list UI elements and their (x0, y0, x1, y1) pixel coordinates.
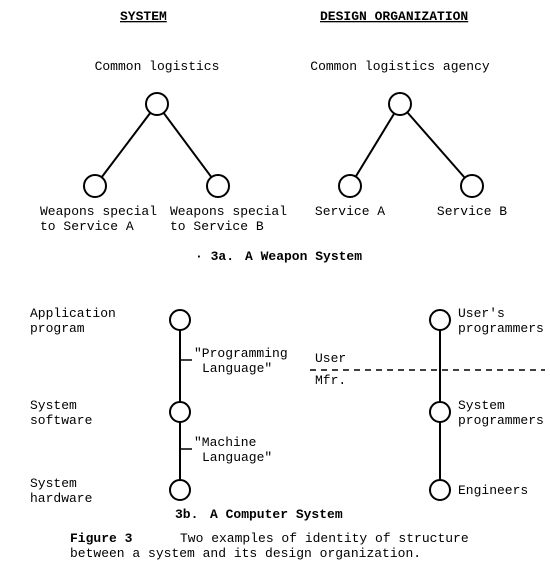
3b-left-edge-upper-l2: Language" (202, 361, 272, 376)
3b-left-bot-node (170, 480, 190, 500)
3b-left-edge-lower-l2: Language" (202, 450, 272, 465)
3b-left-edge-upper-l1: "Programming (194, 346, 288, 361)
3b-left-bot-l1: System (30, 476, 77, 491)
3b-left-mid-l1: System (30, 398, 77, 413)
3a-right-childB-node (461, 175, 483, 197)
3a-right-childA-node (339, 175, 361, 197)
figure-label: Figure 3 (70, 531, 133, 546)
3b-right-top-node (430, 310, 450, 330)
3a-right-top-node (389, 93, 411, 115)
3b-left-mid-l2: software (30, 413, 92, 428)
3a-left-childA-node (84, 175, 106, 197)
header-system: SYSTEM (120, 9, 167, 24)
3a-left-top-node (146, 93, 168, 115)
3b-right-mid-node (430, 402, 450, 422)
3b-divider-above: User (315, 351, 346, 366)
3b-right-top-l1: User's (458, 306, 505, 321)
figure-text-l1: Two examples of identity of structure (180, 531, 469, 546)
3a-right-top-label: Common logistics agency (310, 59, 490, 74)
3a-right-edge-B (407, 112, 464, 177)
3a-left-edge-B (164, 113, 212, 177)
3b-left-bot-l2: hardware (30, 491, 92, 506)
3b-right-mid-l1: System (458, 398, 505, 413)
3a-left-childA-l2: to Service A (40, 219, 134, 234)
3b-right-bot-node (430, 480, 450, 500)
3b-right-top-l2: programmers (458, 321, 544, 336)
3a-right-childA-label: Service A (315, 204, 385, 219)
3a-left-childA-l1: Weapons special (40, 204, 157, 219)
3b-caption-prefix: 3b. (175, 507, 198, 522)
3b-right-bot: Engineers (458, 483, 528, 498)
3b-left-top-node (170, 310, 190, 330)
3b-divider-below: Mfr. (315, 373, 346, 388)
figure-text-l2: between a system and its design organiza… (70, 546, 421, 561)
3a-left-childB-l2: to Service B (170, 219, 264, 234)
3b-left-top-l1: Application (30, 306, 116, 321)
header-design-org: DESIGN ORGANIZATION (320, 9, 468, 24)
3a-right-edge-A (356, 113, 395, 176)
3b-right-mid-l2: programmers (458, 413, 544, 428)
3b-left-mid-node (170, 402, 190, 422)
3a-left-childB-node (207, 175, 229, 197)
3b-left-edge-lower-l1: "Machine (194, 435, 256, 450)
3a-left-edge-A (102, 113, 151, 177)
3b-caption: A Computer System (210, 507, 343, 522)
3a-caption: A Weapon System (245, 249, 362, 264)
3b-left-top-l2: program (30, 321, 85, 336)
3a-left-top-label: Common logistics (95, 59, 220, 74)
3a-left-childB-l1: Weapons special (170, 204, 287, 219)
3a-right-childB-label: Service B (437, 204, 507, 219)
3a-caption-prefix: · 3a. (195, 249, 234, 264)
